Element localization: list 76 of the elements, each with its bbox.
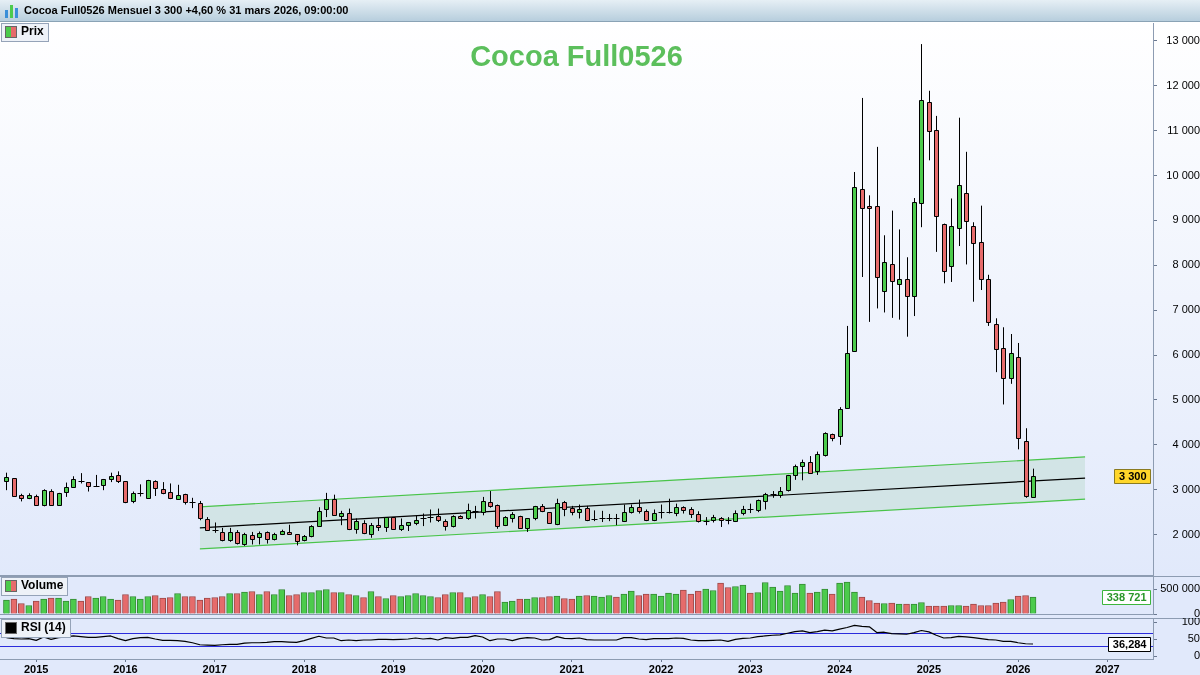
candlestick: [800, 459, 805, 481]
candlestick: [189, 497, 196, 509]
x-tick-label: 2022: [648, 662, 674, 675]
candlestick: [481, 496, 486, 516]
candlestick: [964, 151, 969, 265]
legend-label: Volume: [21, 578, 64, 593]
candlestick: [78, 472, 85, 484]
x-tick-label: 2026: [1005, 662, 1031, 675]
y-tick-label: 0: [1193, 649, 1200, 662]
y-tick-label: 3 000: [1172, 482, 1200, 495]
candlestick: [332, 494, 337, 517]
candlestick: [591, 509, 598, 522]
candlestick: [971, 221, 976, 303]
candlestick: [875, 146, 880, 309]
candlestick: [979, 205, 984, 291]
candlestick: [1016, 342, 1021, 450]
candlestick: [93, 474, 100, 488]
y-tick-label: 6 000: [1172, 348, 1200, 361]
candlestick: [942, 223, 947, 284]
y-tick-label: 13 000: [1166, 33, 1200, 46]
candlestick: [927, 90, 932, 161]
candlestick: [912, 197, 917, 317]
candlestick: [146, 479, 151, 499]
y-tick-label: 7 000: [1172, 303, 1200, 316]
y-tick-label: 10 000: [1166, 168, 1200, 181]
x-tick-label: 2017: [202, 662, 227, 675]
candlestick: [860, 97, 865, 278]
x-tick-label: 2016: [113, 662, 138, 675]
candlestick: [905, 256, 910, 338]
candlestick: [882, 234, 887, 313]
text: Cocoa Full0526: [470, 39, 683, 73]
candlestick: [867, 194, 872, 323]
candlestick: [934, 115, 939, 253]
y-tick-label: 12 000: [1166, 78, 1200, 91]
candlestick: [123, 480, 128, 504]
x-tick-label: 2018: [291, 662, 317, 675]
x-tick-label: 2020: [470, 662, 495, 675]
annotation: 36,284: [1112, 638, 1148, 651]
candlestick: [1001, 326, 1006, 405]
y-tick-label: 5 000: [1172, 393, 1200, 406]
candlestick: [12, 478, 17, 497]
candlestick: [198, 500, 203, 521]
candlestick: [897, 228, 902, 321]
candlestick: [427, 508, 434, 523]
candlestick: [823, 431, 828, 458]
candlestick: [890, 210, 895, 319]
y-tick-label: 500 000: [1160, 582, 1200, 595]
candlestick: [994, 317, 999, 373]
candlestick: [986, 274, 991, 327]
x-tick-label: 2019: [381, 662, 406, 675]
candlestick: [1009, 333, 1014, 385]
chart-subtitle: Cocoa Full0526 Mensuel 3 300 +4,60 % 31 mars 2026, 09:00:00: [24, 4, 349, 17]
y-tick-label: 2 000: [1172, 527, 1200, 540]
y-tick-label: 11 000: [1167, 123, 1200, 136]
candlestick: [137, 483, 144, 497]
x-tick-label: 2024: [827, 662, 853, 675]
candlestick: [845, 325, 850, 409]
candlestick: [957, 117, 962, 247]
candlestick: [555, 498, 560, 526]
annotation: 3 300: [1118, 470, 1147, 483]
x-tick-label: 2025: [916, 662, 942, 675]
x-tick-label: 2015: [23, 662, 49, 675]
legend-label: Prix: [21, 24, 44, 39]
x-tick-label: 2027: [1095, 662, 1120, 675]
candlestick: [919, 43, 924, 228]
legend-label: RSI (14): [21, 620, 66, 635]
y-tick-label: 50: [1187, 632, 1200, 645]
x-tick-label: 2023: [738, 662, 763, 675]
candlestick: [949, 197, 954, 283]
y-tick-label: 4 000: [1172, 437, 1200, 450]
y-tick-label: 9 000: [1172, 213, 1200, 226]
x-tick-label: 2021: [559, 662, 585, 675]
y-tick-label: 8 000: [1172, 258, 1200, 271]
candlestick: [852, 171, 857, 353]
annotation: 338 721: [1106, 591, 1147, 604]
candlestick: [838, 406, 843, 446]
